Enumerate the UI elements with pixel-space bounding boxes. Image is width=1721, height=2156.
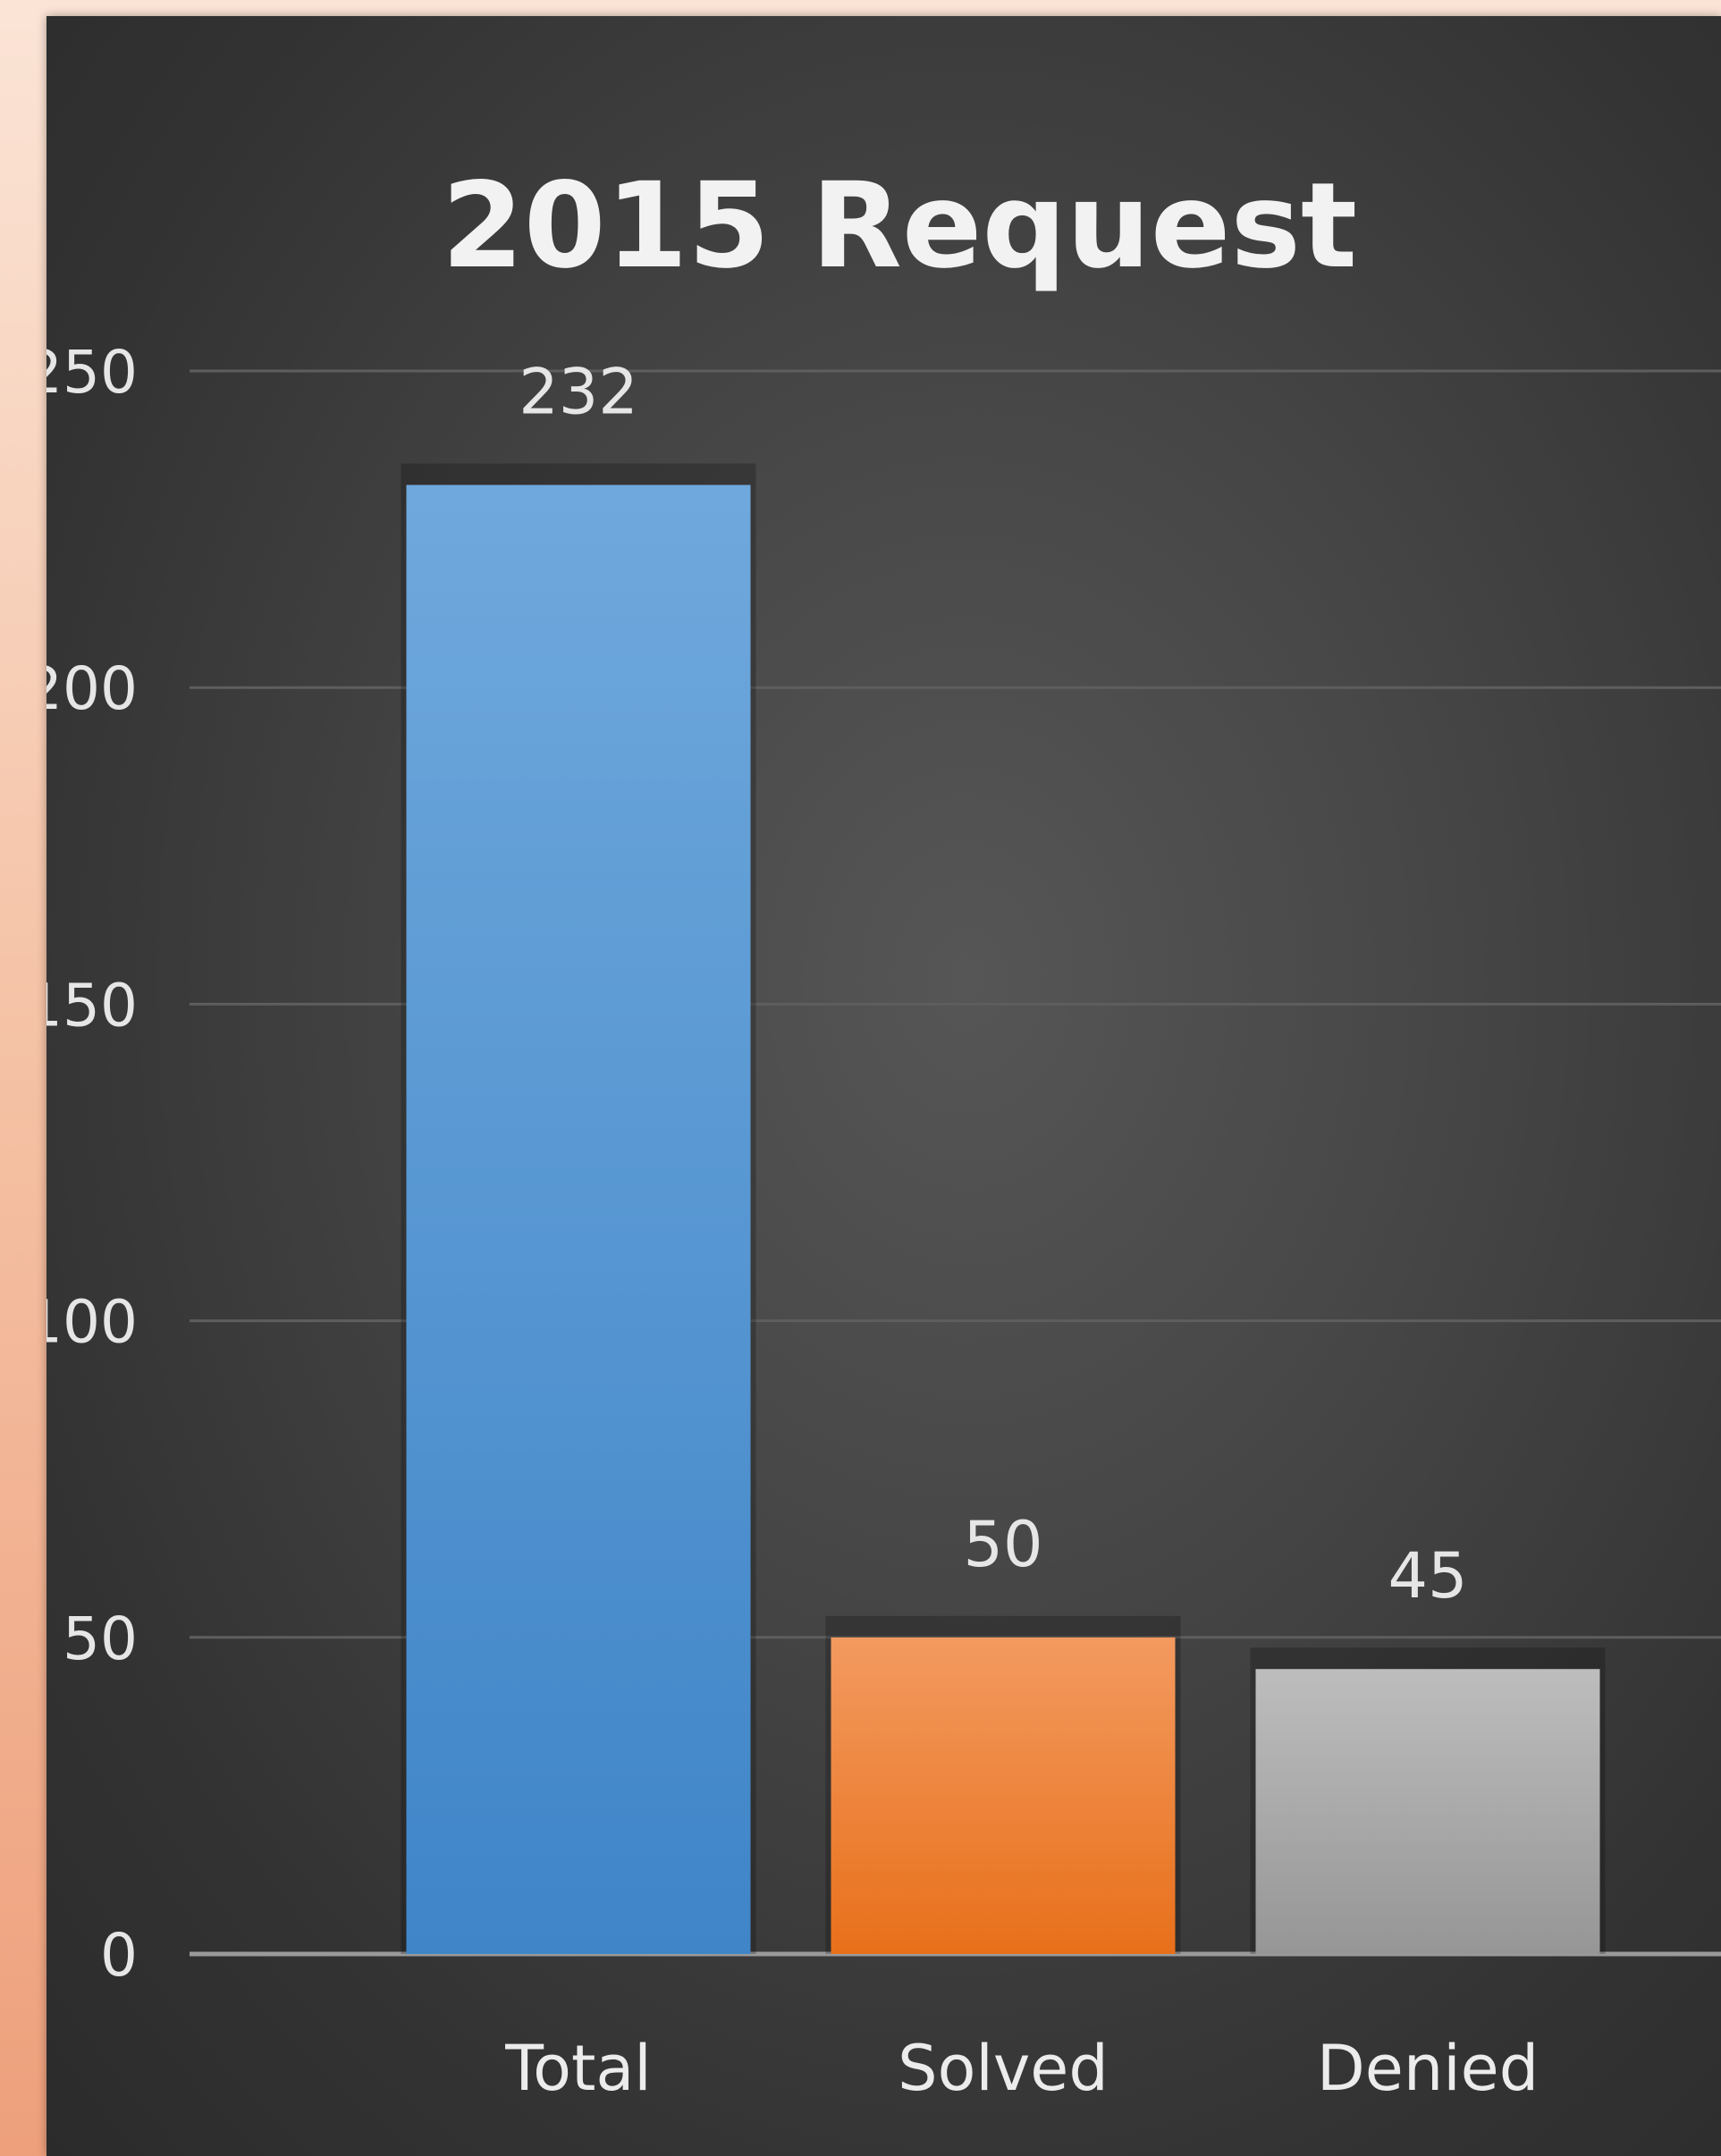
bar-chart: 050100150200250232Total50Solved45Denied … <box>46 157 1721 2105</box>
data-label-denied: 45 <box>1388 1539 1467 1613</box>
bar-denied <box>1255 1669 1600 1954</box>
bar-total <box>406 484 751 1955</box>
y-tick-label: 0 <box>100 1921 138 1990</box>
x-tick-label-denied: Denied <box>1317 2032 1539 2105</box>
y-tick-label: 50 <box>63 1604 138 1673</box>
x-tick-label-solved: Solved <box>898 2032 1109 2105</box>
data-label-solved: 50 <box>963 1508 1042 1581</box>
y-tick-label: 100 <box>46 1288 138 1357</box>
data-label-total: 232 <box>519 356 638 429</box>
x-tick-label-total: Total <box>504 2032 651 2105</box>
bar-solved <box>831 1637 1176 1954</box>
y-tick-label: 250 <box>46 338 138 407</box>
chart-panel: 050100150200250232Total50Solved45Denied … <box>46 16 1721 2156</box>
bars <box>401 463 1606 1955</box>
chart-title: 2015 Request <box>442 157 1357 295</box>
labels: 0 50 100 150 200 250 232 Total 50 Solved 45 Denied <box>46 338 1539 2105</box>
y-tick-label: 200 <box>46 654 138 723</box>
y-tick-label: 150 <box>46 971 138 1040</box>
